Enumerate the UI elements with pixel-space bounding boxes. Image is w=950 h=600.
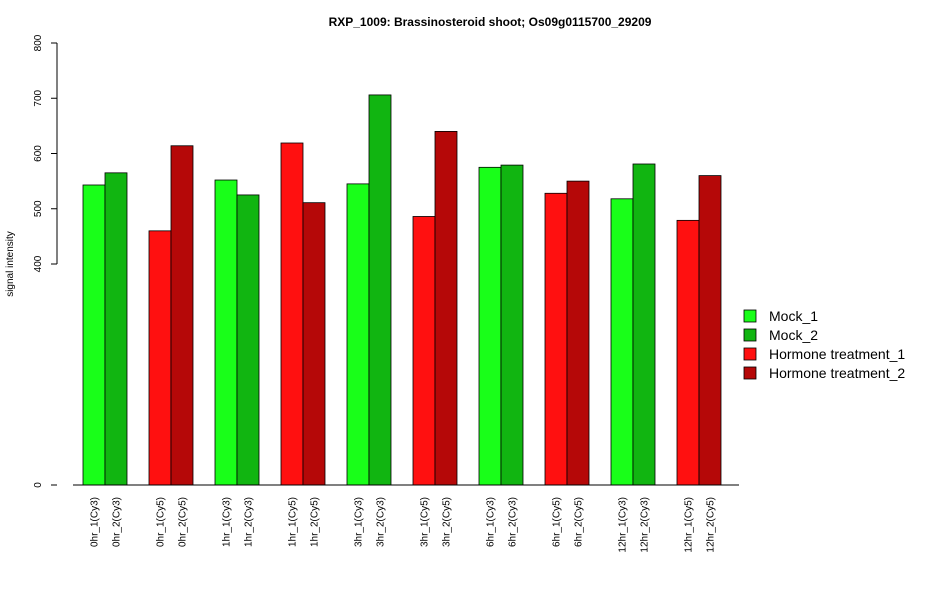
bar xyxy=(500,164,524,486)
y-tick-label: 400 xyxy=(33,255,44,272)
bar xyxy=(544,192,568,486)
bar xyxy=(434,130,458,486)
legend-label: Mock_1 xyxy=(769,308,818,324)
bar xyxy=(346,183,370,486)
bar xyxy=(236,194,260,486)
bar xyxy=(412,216,436,486)
x-tick-label: 12hr_1(Cy5) xyxy=(684,497,695,553)
x-tick-label: 1hr_2(Cy3) xyxy=(244,497,255,547)
chart-title: RXP_1009: Brassinosteroid shoot; Os09g01… xyxy=(329,15,652,29)
x-tick-label: 6hr_2(Cy3) xyxy=(508,497,519,547)
bar xyxy=(676,219,700,486)
bar xyxy=(148,230,172,486)
y-tick-label: 800 xyxy=(33,34,44,51)
x-tick-label: 3hr_1(Cy3) xyxy=(354,497,365,547)
x-tick-label: 6hr_2(Cy5) xyxy=(574,497,585,547)
legend-label: Mock_2 xyxy=(769,327,818,343)
bars-group xyxy=(82,94,722,486)
y-tick-label: 500 xyxy=(33,200,44,217)
bar xyxy=(478,166,502,486)
x-tick-label: 3hr_2(Cy3) xyxy=(376,497,387,547)
y-tick-label: 0 xyxy=(33,482,44,488)
x-tick-label: 1hr_2(Cy5) xyxy=(310,497,321,547)
x-tick-label: 0hr_1(Cy3) xyxy=(90,497,101,547)
x-tick-label: 12hr_2(Cy3) xyxy=(640,497,651,553)
x-axis-labels: 0hr_1(Cy3) 0hr_2(Cy3) 0hr_1(Cy5) 0hr_2(Cy5)… xyxy=(90,497,717,553)
bar xyxy=(170,145,194,486)
legend: Mock_1 Mock_2 Hormone treatment_1 Hormone t… xyxy=(743,308,905,381)
legend-swatch xyxy=(743,347,757,361)
x-tick-label: 1hr_1(Cy5) xyxy=(288,497,299,547)
bar xyxy=(280,142,304,486)
legend-label: Hormone treatment_1 xyxy=(769,346,905,362)
bar xyxy=(214,179,238,486)
x-tick-label: 12hr_2(Cy5) xyxy=(706,497,717,553)
y-axis: 0 400 500 600 700 800 xyxy=(33,34,58,488)
y-axis-label: signal intensity xyxy=(5,231,16,297)
x-tick-label: 3hr_1(Cy5) xyxy=(420,497,431,547)
y-tick-label: 700 xyxy=(33,89,44,106)
legend-label: Hormone treatment_2 xyxy=(769,365,905,381)
x-tick-label: 0hr_2(Cy5) xyxy=(178,497,189,547)
x-tick-label: 0hr_1(Cy5) xyxy=(156,497,167,547)
bar xyxy=(632,163,656,486)
x-tick-label: 12hr_1(Cy3) xyxy=(618,497,629,553)
y-tick-label: 600 xyxy=(33,145,44,162)
x-tick-label: 3hr_2(Cy5) xyxy=(442,497,453,547)
bar xyxy=(698,175,722,486)
bar xyxy=(82,184,106,486)
bar xyxy=(610,198,634,486)
x-tick-label: 6hr_1(Cy3) xyxy=(486,497,497,547)
legend-swatch xyxy=(743,328,757,342)
bar xyxy=(566,180,590,486)
x-tick-label: 0hr_2(Cy3) xyxy=(112,497,123,547)
legend-swatch xyxy=(743,366,757,380)
bar xyxy=(104,172,128,486)
legend-swatch xyxy=(743,309,757,323)
x-tick-label: 1hr_1(Cy3) xyxy=(222,497,233,547)
bar xyxy=(368,94,392,486)
bar xyxy=(302,202,326,486)
x-tick-label: 6hr_1(Cy5) xyxy=(552,497,563,547)
